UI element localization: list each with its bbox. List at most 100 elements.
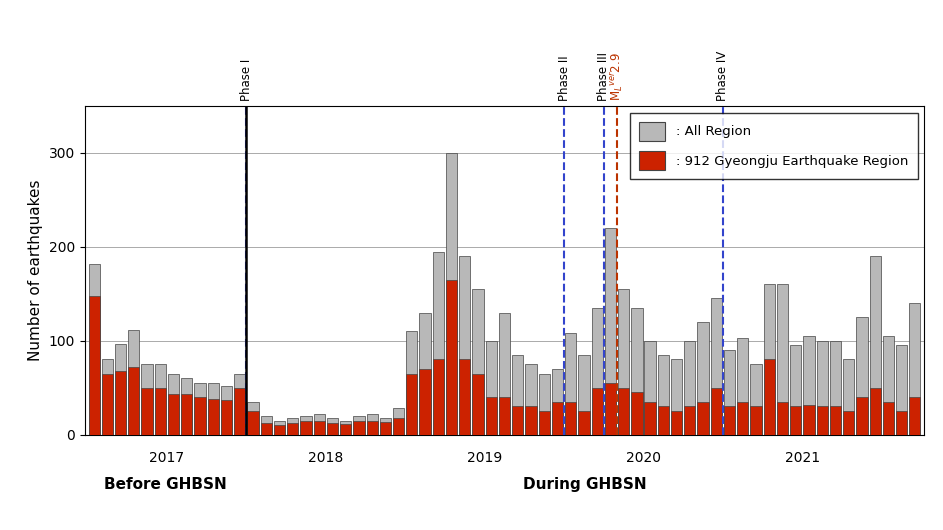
Bar bbox=[420, 313, 431, 435]
Bar bbox=[446, 280, 457, 435]
Bar bbox=[181, 378, 192, 435]
Bar bbox=[644, 341, 655, 435]
Bar bbox=[777, 402, 788, 435]
Bar bbox=[340, 425, 352, 435]
Bar bbox=[380, 418, 391, 435]
Bar bbox=[737, 338, 749, 435]
Bar bbox=[565, 402, 576, 435]
Bar bbox=[300, 421, 311, 435]
Bar bbox=[89, 264, 100, 435]
Bar bbox=[128, 367, 140, 435]
Bar bbox=[234, 374, 245, 435]
Bar bbox=[843, 411, 854, 435]
Bar bbox=[552, 369, 563, 435]
Bar bbox=[207, 383, 219, 435]
Bar bbox=[155, 387, 166, 435]
Bar bbox=[909, 303, 920, 435]
Bar bbox=[777, 285, 788, 435]
Bar bbox=[896, 411, 907, 435]
Bar bbox=[367, 414, 378, 435]
Bar bbox=[260, 423, 272, 435]
Text: Phase I: Phase I bbox=[240, 58, 253, 101]
Bar bbox=[486, 341, 497, 435]
Bar bbox=[472, 289, 484, 435]
Bar bbox=[538, 411, 550, 435]
Bar bbox=[406, 374, 418, 435]
Bar bbox=[737, 402, 749, 435]
Bar bbox=[354, 416, 365, 435]
Bar bbox=[631, 392, 642, 435]
Bar bbox=[552, 402, 563, 435]
Bar bbox=[221, 400, 232, 435]
Bar bbox=[724, 407, 736, 435]
Bar bbox=[459, 359, 471, 435]
Bar bbox=[591, 387, 603, 435]
Bar bbox=[790, 407, 802, 435]
Bar bbox=[671, 411, 682, 435]
Bar bbox=[499, 397, 510, 435]
Text: 2020: 2020 bbox=[626, 450, 661, 464]
Bar bbox=[565, 333, 576, 435]
Bar bbox=[671, 359, 682, 435]
Bar bbox=[314, 414, 324, 435]
Text: M$_L$$^{ver}$2.9: M$_L$$^{ver}$2.9 bbox=[609, 52, 625, 101]
Bar bbox=[446, 153, 457, 435]
Bar bbox=[181, 394, 192, 435]
Bar bbox=[354, 421, 365, 435]
Text: Phase III: Phase III bbox=[597, 52, 610, 101]
Bar bbox=[618, 387, 629, 435]
Bar bbox=[115, 343, 126, 435]
Bar bbox=[168, 374, 179, 435]
Bar bbox=[420, 369, 431, 435]
Bar bbox=[843, 359, 854, 435]
Bar bbox=[194, 383, 206, 435]
Bar bbox=[803, 336, 815, 435]
Bar bbox=[856, 397, 868, 435]
Bar bbox=[314, 420, 324, 435]
Bar bbox=[273, 425, 285, 435]
Bar bbox=[764, 359, 775, 435]
Bar bbox=[128, 330, 140, 435]
Text: 2021: 2021 bbox=[785, 450, 819, 464]
Bar bbox=[406, 331, 418, 435]
Bar bbox=[817, 407, 828, 435]
Text: 2018: 2018 bbox=[308, 450, 343, 464]
Bar bbox=[287, 418, 298, 435]
Bar bbox=[538, 374, 550, 435]
Bar bbox=[764, 285, 775, 435]
Bar bbox=[512, 407, 523, 435]
Bar bbox=[247, 402, 258, 435]
Bar bbox=[578, 355, 589, 435]
Text: 2019: 2019 bbox=[467, 450, 503, 464]
Bar bbox=[300, 416, 311, 435]
Bar bbox=[525, 364, 537, 435]
Text: During GHBSN: During GHBSN bbox=[523, 477, 647, 492]
Bar bbox=[367, 420, 378, 435]
Bar bbox=[883, 336, 894, 435]
Bar bbox=[141, 364, 153, 435]
Bar bbox=[604, 228, 616, 435]
Bar bbox=[380, 422, 391, 435]
Bar bbox=[102, 359, 113, 435]
Bar bbox=[221, 386, 232, 435]
Bar bbox=[856, 317, 868, 435]
Bar bbox=[830, 341, 841, 435]
Bar bbox=[657, 355, 669, 435]
Legend: : All Region, : 912 Gyeongju Earthquake Region: : All Region, : 912 Gyeongju Earthquake … bbox=[630, 112, 918, 179]
Text: Phase IV: Phase IV bbox=[717, 50, 730, 101]
Bar bbox=[578, 411, 589, 435]
Bar bbox=[207, 399, 219, 435]
Bar bbox=[260, 416, 272, 435]
Bar bbox=[830, 407, 841, 435]
Text: Before GHBSN: Before GHBSN bbox=[105, 477, 227, 492]
Bar bbox=[273, 420, 285, 435]
Bar bbox=[512, 355, 523, 435]
Bar bbox=[869, 256, 881, 435]
Bar bbox=[869, 387, 881, 435]
Bar bbox=[234, 387, 245, 435]
Bar bbox=[685, 407, 695, 435]
Bar bbox=[499, 313, 510, 435]
Bar bbox=[102, 374, 113, 435]
Text: 2017: 2017 bbox=[149, 450, 185, 464]
Bar bbox=[604, 383, 616, 435]
